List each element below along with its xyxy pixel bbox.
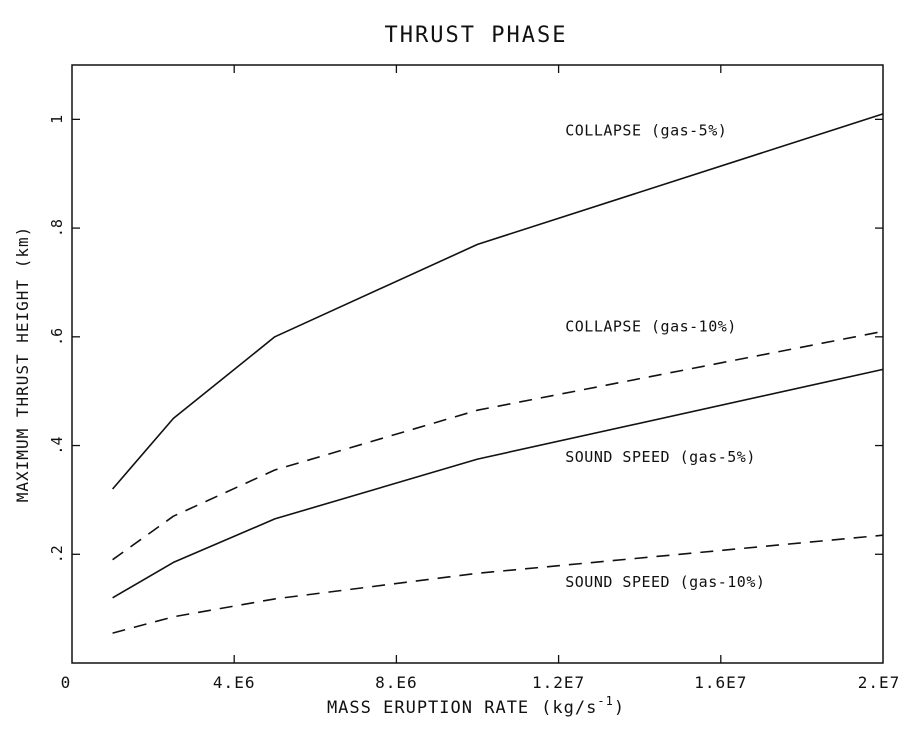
series-line-2 bbox=[112, 368, 884, 599]
x-tick-label-0: 0 bbox=[61, 673, 72, 692]
y-tick-label-0: .2 bbox=[48, 545, 66, 563]
y-tick-label-2: .6 bbox=[48, 328, 66, 346]
x-tick-label-2: 8.E6 bbox=[375, 673, 418, 692]
series-label-3: SOUND SPEED (gas-10%) bbox=[565, 573, 765, 591]
y-tick-label-1: .4 bbox=[48, 437, 66, 455]
y-tick-label-3: .8 bbox=[48, 219, 66, 237]
series-label-1: COLLAPSE (gas-10%) bbox=[565, 317, 737, 335]
series-labels: COLLAPSE (gas-5%) COLLAPSE (gas-10%) SOUND… bbox=[565, 122, 765, 591]
series-lines bbox=[111, 113, 884, 634]
x-tick-label-4: 1.6E7 bbox=[694, 673, 747, 692]
series-line-3 bbox=[112, 534, 884, 634]
series-label-0: COLLAPSE (gas-5%) bbox=[565, 122, 727, 140]
plot-frame bbox=[71, 64, 884, 664]
x-axis-label: MASS ERUPTION RATE (kg/s-1) bbox=[327, 694, 625, 718]
x-axis-unit-close: ) bbox=[614, 698, 625, 718]
x-axis-ticks: 0 4.E6 8.E6 1.2E7 1.6E7 2.E7 bbox=[61, 65, 901, 692]
y-axis-ticks: .2 .4 .6 .8 1 bbox=[48, 115, 883, 563]
series-line-1 bbox=[112, 330, 884, 561]
x-axis-unit-exponent: -1 bbox=[597, 694, 613, 708]
x-axis-title: MASS ERUPTION RATE bbox=[327, 698, 529, 718]
series-label-2: SOUND SPEED (gas-5%) bbox=[565, 448, 756, 466]
x-axis-unit: (kg/s bbox=[541, 698, 597, 718]
x-tick-label-1: 4.E6 bbox=[213, 673, 256, 692]
series-line-0 bbox=[111, 113, 884, 490]
y-axis-label: MAXIMUM THRUST HEIGHT (km) bbox=[13, 226, 32, 502]
chart-title: THRUST PHASE bbox=[385, 23, 568, 48]
x-tick-label-3: 1.2E7 bbox=[532, 673, 585, 692]
y-tick-label-4: 1 bbox=[48, 115, 66, 124]
x-tick-label-5: 2.E7 bbox=[858, 673, 901, 692]
